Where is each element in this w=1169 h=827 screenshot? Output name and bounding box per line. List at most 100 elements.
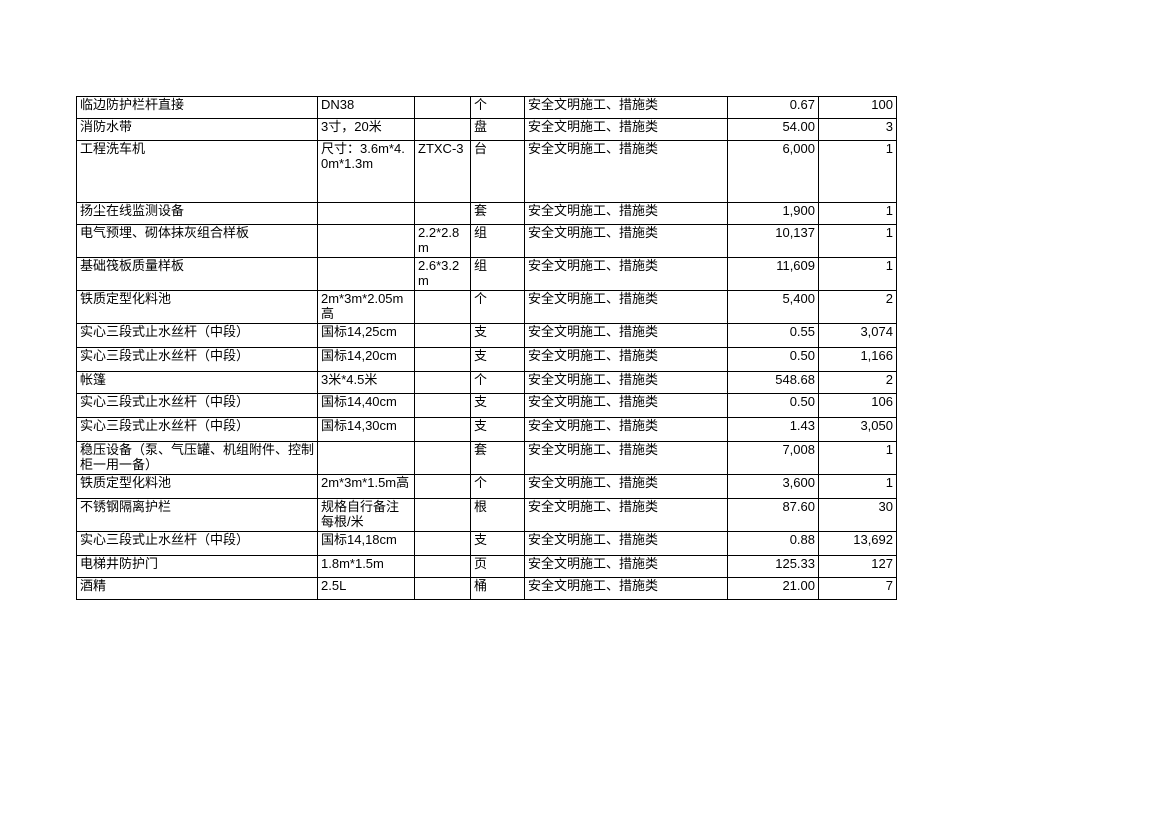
table-row[interactable]: 电梯井防护门 1.8m*1.5m 页安全文明施工、措施类 125.33 127 bbox=[76, 555, 897, 579]
cell-name[interactable]: 实心三段式止水丝杆（中段） bbox=[76, 531, 318, 557]
cell-model[interactable] bbox=[414, 474, 471, 500]
cell-model[interactable] bbox=[414, 371, 471, 395]
cell-category[interactable]: 安全文明施工、措施类 bbox=[524, 223, 728, 259]
cell-quantity[interactable]: 30 bbox=[818, 498, 897, 533]
cell-model[interactable]: 2.2*2.8m bbox=[414, 223, 471, 259]
cell-model[interactable] bbox=[414, 531, 471, 557]
table-row[interactable]: 实心三段式止水丝杆（中段） 国标14,40cm 支安全文明施工、措施类 0.50 106 bbox=[76, 393, 897, 419]
cell-model[interactable] bbox=[414, 441, 471, 476]
cell-name[interactable]: 实心三段式止水丝杆（中段） bbox=[76, 417, 318, 443]
cell-unit[interactable]: 支 bbox=[470, 323, 525, 349]
table-row[interactable]: 临边防护栏杆直接 DN38 个安全文明施工、措施类 0.67 100 bbox=[76, 96, 897, 119]
cell-quantity[interactable]: 1 bbox=[818, 202, 897, 225]
cell-price[interactable]: 7,008 bbox=[727, 441, 819, 476]
cell-name[interactable]: 工程洗车机 bbox=[76, 140, 318, 203]
cell-quantity[interactable]: 1 bbox=[818, 223, 897, 259]
table-row[interactable]: 铁质定型化料池 2m*3m*2.05m高 个安全文明施工、措施类 5,400 2 bbox=[76, 290, 897, 325]
cell-unit[interactable]: 个 bbox=[470, 290, 525, 325]
table-row[interactable]: 基础筏板质量样板 2.6*3.2m 组安全文明施工、措施类 11,609 1 bbox=[76, 257, 897, 292]
cell-model[interactable] bbox=[414, 323, 471, 349]
cell-model[interactable]: 2.6*3.2m bbox=[414, 257, 471, 292]
cell-model[interactable] bbox=[414, 498, 471, 533]
cell-category[interactable]: 安全文明施工、措施类 bbox=[524, 347, 728, 373]
cell-unit[interactable]: 盘 bbox=[470, 118, 525, 141]
cell-model[interactable]: ZTXC-3 bbox=[414, 140, 471, 203]
cell-quantity[interactable]: 100 bbox=[818, 96, 897, 119]
cell-name[interactable]: 稳压设备（泵、气压罐、机组附件、控制柜一用一备） bbox=[76, 441, 318, 476]
cell-spec[interactable]: 2m*3m*2.05m高 bbox=[317, 290, 415, 325]
cell-model[interactable] bbox=[414, 96, 471, 119]
cell-name[interactable]: 基础筏板质量样板 bbox=[76, 257, 318, 292]
table-row[interactable]: 帐篷 3米*4.5米 个安全文明施工、措施类 548.68 2 bbox=[76, 371, 897, 395]
cell-model[interactable] bbox=[414, 555, 471, 579]
cell-name[interactable]: 实心三段式止水丝杆（中段） bbox=[76, 347, 318, 373]
table-row[interactable]: 扬尘在线监测设备 套安全文明施工、措施类 1,900 1 bbox=[76, 202, 897, 225]
cell-unit[interactable]: 桶 bbox=[470, 577, 525, 601]
cell-unit[interactable]: 支 bbox=[470, 393, 525, 419]
cell-spec[interactable]: 尺寸：3.6m*4.0m*1.3m bbox=[317, 140, 415, 203]
cell-model[interactable] bbox=[414, 347, 471, 373]
cell-category[interactable]: 安全文明施工、措施类 bbox=[524, 474, 728, 500]
cell-spec[interactable] bbox=[317, 441, 415, 476]
table-row[interactable]: 实心三段式止水丝杆（中段） 国标14,30cm 支安全文明施工、措施类 1.43 3,0… bbox=[76, 417, 897, 443]
cell-category[interactable]: 安全文明施工、措施类 bbox=[524, 371, 728, 395]
table-row[interactable]: 酒精 2.5L 桶安全文明施工、措施类 21.00 7 bbox=[76, 577, 897, 601]
table-row[interactable]: 电气预埋、砌体抹灰组合样板 2.2*2.8m 组安全文明施工、措施类 10,137 1 bbox=[76, 223, 897, 259]
cell-category[interactable]: 安全文明施工、措施类 bbox=[524, 290, 728, 325]
cell-price[interactable]: 0.67 bbox=[727, 96, 819, 119]
cell-price[interactable]: 1.43 bbox=[727, 417, 819, 443]
cell-spec[interactable] bbox=[317, 223, 415, 259]
cell-unit[interactable]: 个 bbox=[470, 474, 525, 500]
cell-spec[interactable]: 国标14,18cm bbox=[317, 531, 415, 557]
cell-name[interactable]: 扬尘在线监测设备 bbox=[76, 202, 318, 225]
table-row[interactable]: 不锈钢隔离护栏 规格自行备注每根/米 根安全文明施工、措施类 87.60 30 bbox=[76, 498, 897, 533]
cell-name[interactable]: 消防水带 bbox=[76, 118, 318, 141]
cell-spec[interactable] bbox=[317, 257, 415, 292]
cell-unit[interactable]: 套 bbox=[470, 202, 525, 225]
cell-price[interactable]: 10,137 bbox=[727, 223, 819, 259]
cell-quantity[interactable]: 1 bbox=[818, 140, 897, 203]
cell-unit[interactable]: 组 bbox=[470, 223, 525, 259]
cell-name[interactable]: 实心三段式止水丝杆（中段） bbox=[76, 393, 318, 419]
cell-unit[interactable]: 支 bbox=[470, 531, 525, 557]
cell-spec[interactable]: 1.8m*1.5m bbox=[317, 555, 415, 579]
cell-quantity[interactable]: 2 bbox=[818, 371, 897, 395]
cell-spec[interactable]: 国标14,20cm bbox=[317, 347, 415, 373]
cell-name[interactable]: 不锈钢隔离护栏 bbox=[76, 498, 318, 533]
table-row[interactable]: 稳压设备（泵、气压罐、机组附件、控制柜一用一备） 套安全文明施工、措施类 7,008… bbox=[76, 441, 897, 476]
cell-price[interactable]: 54.00 bbox=[727, 118, 819, 141]
cell-category[interactable]: 安全文明施工、措施类 bbox=[524, 393, 728, 419]
cell-spec[interactable]: DN38 bbox=[317, 96, 415, 119]
cell-category[interactable]: 安全文明施工、措施类 bbox=[524, 118, 728, 141]
cell-quantity[interactable]: 13,692 bbox=[818, 531, 897, 557]
cell-model[interactable] bbox=[414, 290, 471, 325]
cell-category[interactable]: 安全文明施工、措施类 bbox=[524, 202, 728, 225]
cell-spec[interactable] bbox=[317, 202, 415, 225]
cell-unit[interactable]: 台 bbox=[470, 140, 525, 203]
cell-quantity[interactable]: 7 bbox=[818, 577, 897, 601]
cell-category[interactable]: 安全文明施工、措施类 bbox=[524, 555, 728, 579]
cell-unit[interactable]: 个 bbox=[470, 371, 525, 395]
cell-quantity[interactable]: 1 bbox=[818, 441, 897, 476]
cell-category[interactable]: 安全文明施工、措施类 bbox=[524, 441, 728, 476]
table-row[interactable]: 实心三段式止水丝杆（中段） 国标14,20cm 支安全文明施工、措施类 0.50 1,1… bbox=[76, 347, 897, 373]
cell-model[interactable] bbox=[414, 417, 471, 443]
cell-unit[interactable]: 支 bbox=[470, 347, 525, 373]
cell-price[interactable]: 21.00 bbox=[727, 577, 819, 601]
cell-quantity[interactable]: 106 bbox=[818, 393, 897, 419]
cell-spec[interactable]: 3米*4.5米 bbox=[317, 371, 415, 395]
cell-name[interactable]: 帐篷 bbox=[76, 371, 318, 395]
cell-unit[interactable]: 个 bbox=[470, 96, 525, 119]
cell-spec[interactable]: 国标14,40cm bbox=[317, 393, 415, 419]
cell-category[interactable]: 安全文明施工、措施类 bbox=[524, 140, 728, 203]
cell-quantity[interactable]: 1 bbox=[818, 257, 897, 292]
cell-spec[interactable]: 规格自行备注每根/米 bbox=[317, 498, 415, 533]
cell-price[interactable]: 6,000 bbox=[727, 140, 819, 203]
cell-price[interactable]: 3,600 bbox=[727, 474, 819, 500]
table-row[interactable]: 消防水带 3寸，20米 盘安全文明施工、措施类 54.00 3 bbox=[76, 118, 897, 141]
cell-category[interactable]: 安全文明施工、措施类 bbox=[524, 96, 728, 119]
cell-unit[interactable]: 套 bbox=[470, 441, 525, 476]
cell-category[interactable]: 安全文明施工、措施类 bbox=[524, 531, 728, 557]
cell-unit[interactable]: 支 bbox=[470, 417, 525, 443]
cell-spec[interactable]: 2m*3m*1.5m高 bbox=[317, 474, 415, 500]
